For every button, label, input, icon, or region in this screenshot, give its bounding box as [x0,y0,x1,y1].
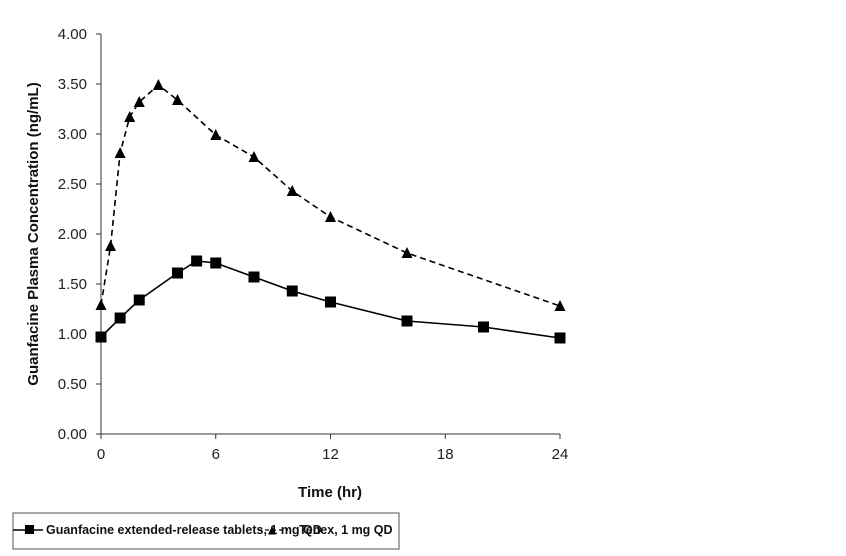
y-axis-ticks: 0.00 0.50 1.00 1.50 2.00 2.50 3.00 3.50 4.00 [58,26,101,443]
y-tick-label: 0.00 [58,426,87,443]
data-point-triangle [286,185,298,196]
legend-marker-square [25,525,34,534]
data-point-square [172,267,183,279]
data-point-triangle [105,240,117,251]
data-point-triangle [325,211,336,222]
legend-box [12,512,400,550]
y-tick-label: 3.50 [58,76,87,93]
y-tick-label: 3.00 [58,126,87,143]
x-tick-label: 24 [552,446,569,463]
x-tick-label: 0 [97,446,105,463]
data-point-square [286,285,298,297]
series-layer [95,79,566,344]
data-point-square [95,331,107,343]
data-point-triangle [133,96,145,107]
series-tenex [95,79,566,311]
data-point-triangle [554,300,566,311]
y-axis-title: Guanfacine Plasma Concentration (ng/mL) [25,82,42,385]
y-tick-label: 0.50 [58,376,87,393]
y-tick-label: 1.50 [58,276,87,293]
data-point-square [133,294,145,306]
data-point-square [401,315,413,327]
x-tick-label: 18 [437,446,454,463]
series-line [100,83,561,307]
data-point-triangle [152,79,164,90]
data-point-triangle [114,147,126,158]
data-point-triangle [124,111,136,122]
axes [100,34,560,435]
data-point-triangle [210,129,222,140]
data-point-triangle [401,247,413,258]
legend-label-tenex: Tenex, 1 mg QD [299,523,393,537]
data-point-square [554,332,566,344]
legend: Guanfacine extended-release tablets, 1 m… [12,512,400,550]
y-tick-label: 2.50 [58,176,87,193]
data-point-triangle [248,151,260,162]
data-point-square [325,296,336,308]
data-point-square [191,255,203,267]
y-tick-label: 4.00 [58,26,87,43]
legend-marker-triangle [268,526,276,535]
legend-label-extended-release: Guanfacine extended-release tablets, 1 m… [46,523,322,537]
data-point-square [210,257,222,269]
data-point-triangle [95,299,107,310]
x-tick-label: 12 [322,446,339,463]
x-axis-ticks: 0 6 12 18 24 [97,434,569,463]
data-point-square [248,271,260,283]
x-tick-label: 6 [212,446,220,463]
data-point-square [478,321,489,333]
y-tick-label: 1.00 [58,326,87,343]
series-extended-release [95,255,566,344]
y-tick-label: 2.00 [58,226,87,243]
x-axis-title: Time (hr) [298,484,362,501]
data-point-square [114,312,126,324]
data-point-triangle [172,94,183,105]
